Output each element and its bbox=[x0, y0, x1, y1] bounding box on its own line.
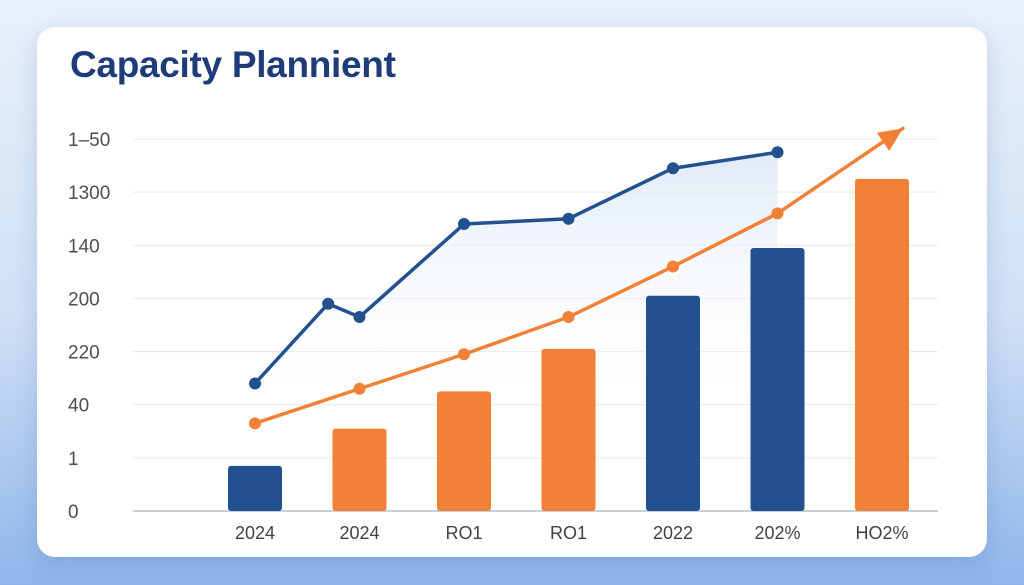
bar bbox=[332, 428, 387, 511]
y-tick-label: 1300 bbox=[68, 183, 110, 204]
arrowhead bbox=[876, 128, 903, 151]
line-point bbox=[562, 212, 575, 225]
line-point bbox=[771, 146, 784, 159]
line-point bbox=[458, 348, 470, 361]
y-tick-label: 1–50 bbox=[68, 130, 110, 151]
line-point bbox=[458, 218, 470, 231]
line-point bbox=[353, 311, 366, 324]
line-point bbox=[353, 382, 366, 395]
line-point bbox=[667, 260, 679, 273]
bar bbox=[646, 295, 700, 511]
line-point bbox=[562, 311, 575, 324]
x-tick-label: HO2% bbox=[855, 523, 908, 543]
bar bbox=[855, 178, 909, 511]
bar bbox=[437, 391, 491, 511]
x-tick-label: RO1 bbox=[550, 523, 587, 543]
y-tick-label: 40 bbox=[68, 396, 89, 417]
line-point bbox=[771, 207, 784, 220]
line-point bbox=[322, 297, 335, 310]
y-tick-label: 200 bbox=[68, 289, 100, 310]
x-tick-label: RO1 bbox=[445, 523, 482, 543]
bar bbox=[228, 465, 282, 511]
x-tick-label: 202% bbox=[754, 523, 800, 543]
x-tick-label: 2024 bbox=[235, 523, 275, 543]
line-point bbox=[249, 417, 261, 430]
y-tick-label: 220 bbox=[68, 343, 100, 364]
chart-title: Capacity Plannient bbox=[70, 44, 396, 85]
y-tick-label: 1 bbox=[68, 449, 79, 470]
y-tick-label: 0 bbox=[68, 502, 79, 523]
line-point bbox=[249, 377, 261, 390]
line-point bbox=[667, 162, 679, 175]
bar bbox=[750, 247, 805, 511]
bar bbox=[541, 348, 596, 511]
y-tick-label: 140 bbox=[68, 236, 100, 257]
x-tick-label: 2022 bbox=[653, 523, 693, 543]
x-tick-label: 2024 bbox=[339, 523, 379, 543]
